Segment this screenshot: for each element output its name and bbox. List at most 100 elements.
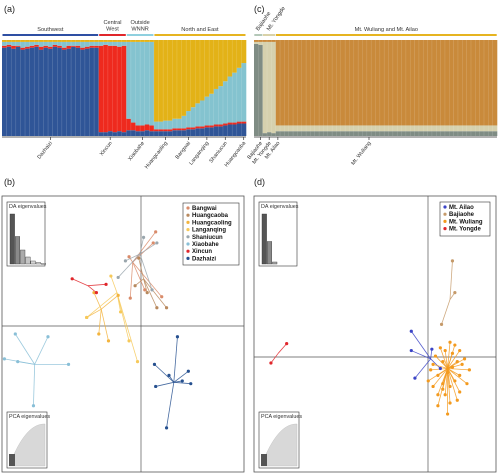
data-point	[145, 291, 149, 295]
spoke-line	[132, 262, 146, 291]
bar-segment	[117, 46, 122, 132]
bar-segment	[149, 131, 155, 136]
bar-segment	[222, 123, 228, 126]
bar-segment	[204, 125, 210, 128]
bar-segment	[29, 45, 35, 48]
bar-segment	[94, 40, 99, 42]
bar-segment	[181, 40, 187, 116]
bar-segment	[418, 40, 424, 126]
bar-segment	[25, 40, 30, 42]
bar-segment	[80, 41, 86, 48]
bar-segment	[153, 121, 159, 130]
bar-segment	[153, 40, 159, 122]
legend-swatch	[186, 213, 190, 217]
bar-segment	[241, 40, 247, 64]
bar-segment	[297, 131, 303, 136]
bar-segment	[384, 131, 389, 136]
bar-segment	[349, 40, 355, 126]
spoke-line	[129, 262, 134, 299]
structure-plot-a: Southwest Central West Outside WNNR North and…	[2, 20, 247, 170]
spoke-line	[125, 253, 141, 262]
bar-segment	[284, 125, 290, 132]
bar-segment	[306, 131, 311, 136]
bar-segment	[258, 41, 263, 45]
bar-segment	[126, 41, 132, 119]
spoke-line	[447, 353, 453, 369]
spoke-line	[143, 278, 148, 293]
bar-segment	[2, 45, 7, 48]
bar-segment	[209, 125, 215, 128]
bar-segment	[227, 122, 233, 125]
bar-segment	[52, 44, 58, 47]
da-eigenvalue-bar	[41, 263, 47, 265]
bar-segment	[349, 131, 355, 136]
bar-segment	[107, 40, 113, 42]
data-point	[189, 382, 193, 386]
bar-segment	[61, 40, 67, 42]
bar-segment	[15, 46, 21, 136]
data-point	[16, 360, 20, 364]
legend-swatch	[443, 219, 447, 223]
pca-inset-title: PCA eigenvalues	[261, 414, 302, 420]
tick-label: Dazhaizi	[36, 141, 53, 161]
bar-segment	[218, 40, 224, 87]
bar-segment	[89, 41, 95, 46]
legend-entry: Xiaobahe	[192, 242, 219, 248]
bar-segment	[384, 125, 389, 132]
spoke-line	[132, 242, 154, 263]
bar-segment	[475, 125, 480, 132]
bar-segment	[410, 131, 415, 136]
bar-segment	[75, 40, 81, 42]
bar-segment	[488, 125, 493, 132]
bar-segment	[345, 125, 350, 132]
bar-segment	[379, 40, 385, 126]
bar-segment	[297, 40, 303, 126]
legend-frame	[182, 202, 240, 266]
bar-segment	[254, 43, 259, 137]
bar-segment	[209, 40, 215, 94]
spoke-line	[33, 364, 36, 406]
spoke-line	[139, 237, 144, 255]
data-point	[133, 284, 137, 288]
bar-segment	[236, 40, 242, 68]
bar-segment	[172, 130, 178, 136]
bar-segment	[117, 131, 122, 136]
da-eigenvalue-bar	[261, 213, 267, 265]
bar-segment	[107, 45, 113, 132]
bar-segment	[314, 40, 320, 126]
data-point	[443, 348, 447, 353]
bar-segment	[444, 131, 450, 136]
legend-frame	[439, 201, 491, 237]
bar-segment	[204, 127, 210, 136]
bar-segment	[213, 126, 219, 136]
bar-segment	[475, 131, 480, 136]
bar-segment	[94, 45, 99, 48]
bar-segment	[436, 125, 441, 132]
bar-segment	[488, 131, 493, 136]
spoke-line	[173, 370, 189, 383]
bar-segment	[71, 41, 76, 46]
bar-segment	[436, 131, 441, 136]
bar-segment	[262, 40, 268, 42]
bar-segment	[371, 40, 376, 126]
spoke-line	[173, 381, 191, 385]
bar-segment	[375, 131, 381, 136]
bar-segment	[462, 125, 467, 132]
bar-segment	[267, 132, 272, 136]
data-point	[439, 322, 444, 326]
bar-segment	[186, 111, 192, 128]
data-point	[436, 404, 440, 408]
bar-segment	[107, 131, 113, 136]
bar-segment	[392, 125, 398, 132]
da-eigenvalue-bar	[35, 262, 41, 265]
data-point	[137, 256, 141, 260]
spoke-line	[166, 382, 175, 428]
spoke-line	[139, 242, 158, 255]
data-point	[46, 335, 50, 339]
data-point	[109, 274, 113, 278]
bar-segment	[48, 48, 53, 136]
bar-segment	[462, 131, 467, 136]
bar-segment	[61, 49, 67, 136]
group-bar	[254, 34, 263, 36]
bar-segment	[340, 125, 346, 132]
